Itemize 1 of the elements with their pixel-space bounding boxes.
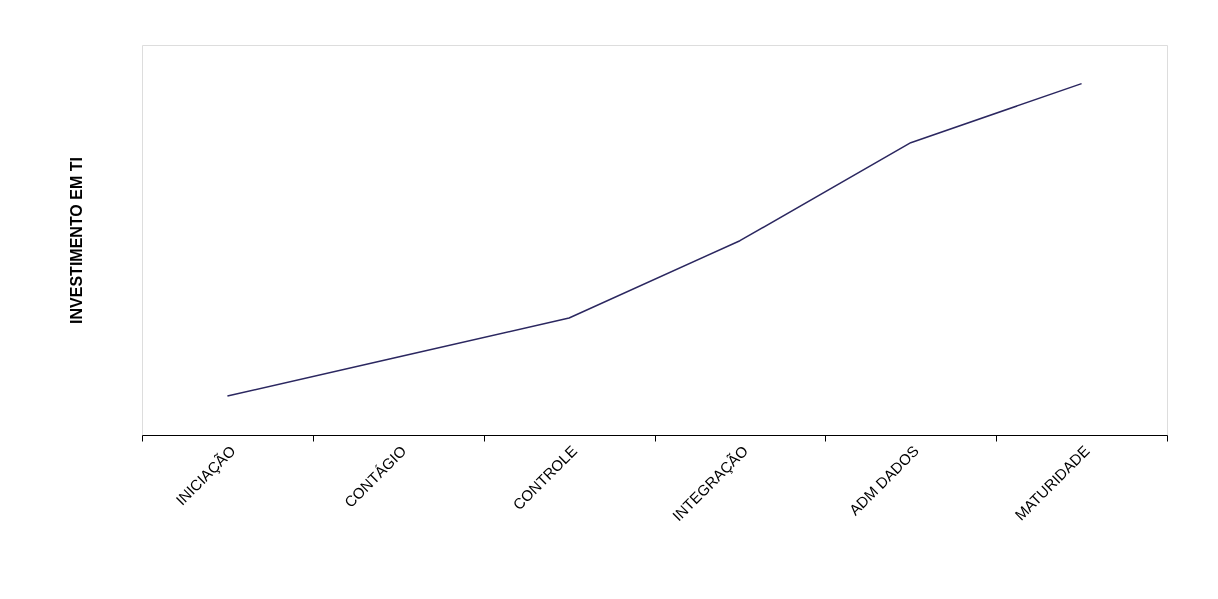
y-axis-title: INVESTIMENTO EM TI: [67, 157, 85, 324]
